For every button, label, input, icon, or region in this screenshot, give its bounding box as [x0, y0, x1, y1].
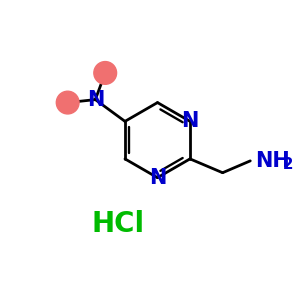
Text: N: N [87, 90, 104, 110]
Text: HCl: HCl [92, 210, 145, 238]
Text: 2: 2 [283, 157, 293, 172]
Text: N: N [181, 111, 199, 131]
Text: NH: NH [255, 151, 290, 171]
Circle shape [56, 91, 79, 114]
Circle shape [94, 61, 117, 84]
Text: N: N [149, 168, 166, 188]
